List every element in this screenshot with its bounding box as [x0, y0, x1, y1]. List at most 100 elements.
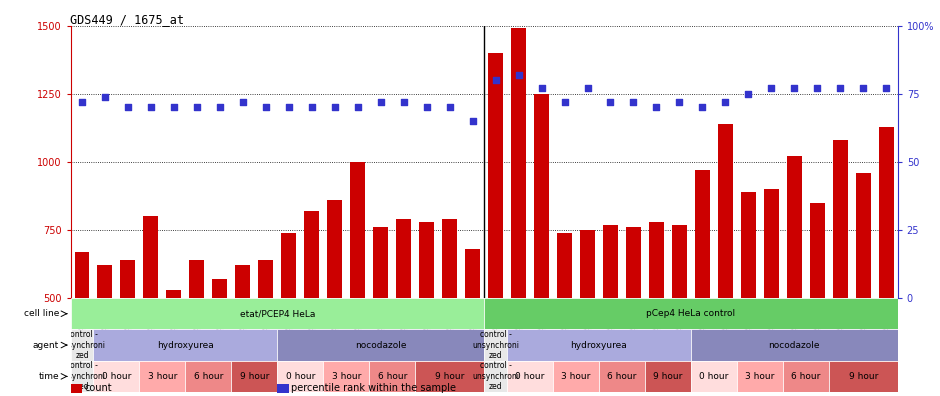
Bar [737, 361, 783, 392]
Text: control -
unsynchroni
zed: control - unsynchroni zed [472, 330, 519, 360]
Text: 3 hour: 3 hour [745, 372, 775, 381]
Point [488, 77, 503, 84]
Bar [507, 361, 553, 392]
Bar [599, 361, 645, 392]
Bar [70, 329, 93, 361]
Bar [691, 329, 898, 361]
Bar [603, 225, 618, 396]
Bar [369, 361, 415, 392]
Text: nocodazole: nocodazole [769, 341, 820, 350]
Bar [809, 203, 824, 396]
Point [396, 99, 411, 105]
Point [672, 99, 687, 105]
Point [695, 104, 710, 110]
Bar [649, 222, 664, 396]
Point [373, 99, 388, 105]
Text: 9 hour: 9 hour [653, 372, 682, 381]
Bar [277, 329, 484, 361]
Text: nocodazole: nocodazole [355, 341, 406, 350]
Bar [741, 192, 756, 396]
Bar [212, 279, 227, 396]
Bar [139, 361, 185, 392]
Point [305, 104, 320, 110]
Point [511, 72, 526, 78]
Point [626, 99, 641, 105]
Bar [185, 361, 231, 392]
Bar [626, 227, 641, 396]
Bar [484, 298, 898, 329]
Point [120, 104, 135, 110]
Point [235, 99, 250, 105]
Bar [373, 227, 388, 396]
Bar [764, 189, 778, 396]
Bar [351, 162, 365, 396]
Text: hydroxyurea: hydroxyurea [571, 341, 627, 350]
Bar [488, 53, 503, 396]
Point [74, 99, 89, 105]
Bar [645, 361, 691, 392]
Bar [833, 140, 848, 396]
Text: control -
unsynchroni
zed: control - unsynchroni zed [472, 362, 519, 391]
Bar [397, 219, 411, 396]
Point [144, 104, 159, 110]
Bar [327, 200, 342, 396]
Bar [98, 265, 113, 396]
Text: hydroxyurea: hydroxyurea [157, 341, 213, 350]
Point [534, 85, 549, 91]
Bar [465, 249, 480, 396]
Bar [74, 252, 89, 396]
Bar [166, 290, 181, 396]
Bar [258, 260, 274, 396]
Point [442, 104, 457, 110]
Bar [70, 361, 93, 392]
Bar [829, 361, 898, 392]
Point [212, 104, 227, 110]
Text: time: time [39, 372, 59, 381]
Bar [787, 156, 802, 396]
Bar [511, 29, 526, 396]
Text: GDS449 / 1675_at: GDS449 / 1675_at [70, 13, 184, 26]
Bar [855, 173, 870, 396]
Bar [507, 329, 691, 361]
Point [787, 85, 802, 91]
Bar [231, 361, 277, 392]
Text: 6 hour: 6 hour [791, 372, 821, 381]
Point [189, 104, 204, 110]
Point [649, 104, 664, 110]
Bar [70, 298, 484, 329]
Bar [484, 329, 507, 361]
Text: 0 hour: 0 hour [286, 372, 315, 381]
Bar [281, 233, 296, 396]
Text: 6 hour: 6 hour [607, 372, 636, 381]
Point [833, 85, 848, 91]
Point [351, 104, 366, 110]
Text: control -
unsynchroni
zed: control - unsynchroni zed [58, 362, 105, 391]
Bar [553, 361, 599, 392]
Bar [419, 222, 434, 396]
Bar [415, 361, 484, 392]
Point [258, 104, 274, 110]
Bar [323, 361, 369, 392]
Text: 3 hour: 3 hour [561, 372, 590, 381]
Bar [783, 361, 829, 392]
Bar [534, 94, 549, 396]
Point [419, 104, 434, 110]
Point [855, 85, 870, 91]
Bar [144, 216, 158, 396]
Bar [93, 329, 277, 361]
Text: count: count [85, 383, 112, 394]
Point [281, 104, 296, 110]
Bar [672, 225, 687, 396]
Bar [718, 124, 733, 396]
Text: agent: agent [33, 341, 59, 350]
Text: control -
unsynchroni
zed: control - unsynchroni zed [58, 330, 105, 360]
Text: 9 hour: 9 hour [849, 372, 878, 381]
Text: cell line: cell line [24, 309, 59, 318]
Text: 0 hour: 0 hour [699, 372, 728, 381]
Bar [484, 361, 507, 392]
Point [98, 93, 113, 100]
Bar [557, 233, 572, 396]
Bar [120, 260, 135, 396]
Text: 9 hour: 9 hour [240, 372, 269, 381]
Point [764, 85, 779, 91]
